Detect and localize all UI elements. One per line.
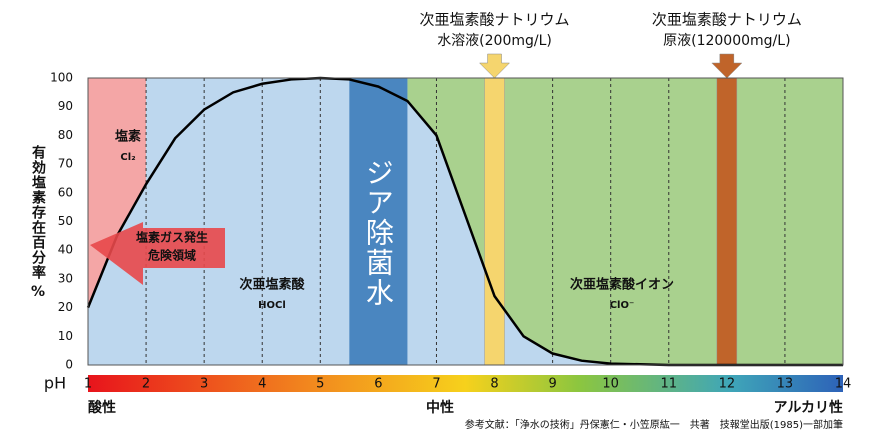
x-tick-label: 12 — [719, 377, 736, 392]
y-tick-label: 90 — [58, 99, 73, 113]
marker-label: 次亜塩素酸ナトリウム — [652, 11, 802, 29]
y-tick-label: 80 — [58, 128, 73, 142]
y-tick-label: 100 — [50, 71, 73, 85]
x-tick-label: 8 — [490, 377, 498, 392]
y-tick-label: 20 — [58, 300, 73, 314]
band-label: ジア除菌水 — [362, 158, 395, 308]
region-sublabel: HOCl — [258, 300, 286, 311]
region-label: 次亜塩素酸イオン — [570, 277, 674, 293]
region-sublabel: Cl₂ — [120, 152, 135, 163]
marker-band — [484, 77, 505, 366]
scale-label: 中性 — [426, 399, 454, 416]
x-tick-label: 6 — [374, 377, 382, 392]
x-tick-label: 7 — [432, 377, 440, 392]
x-tick-label: 3 — [200, 377, 208, 392]
x-tick-label: 2 — [142, 377, 150, 392]
warning-arrow — [90, 222, 225, 285]
y-axis-unit: % — [31, 284, 45, 300]
x-tick-label: 13 — [777, 377, 794, 392]
region-label: 塩素 — [115, 129, 141, 145]
region-label: 次亜塩素酸 — [239, 277, 305, 293]
marker-arrow — [478, 53, 511, 79]
y-tick-label: 0 — [65, 358, 73, 372]
marker-sublabel: 水溶液(200mg/L) — [437, 33, 552, 49]
marker-band — [716, 77, 738, 366]
source: 参考文献：「浄水の技術」丹保憲仁・小笠原紘一 共著 技報堂出版(1985)一部加… — [465, 418, 843, 431]
line — [86, 76, 843, 367]
y-tick-label: 30 — [58, 271, 73, 285]
x-tick-label: 14 — [835, 377, 852, 392]
x-axis-label: pH — [44, 374, 66, 393]
warning-text: 塩素ガス発生 — [136, 230, 208, 245]
scale-label: アルカリ性 — [774, 399, 843, 416]
x-tick-label: 5 — [316, 377, 324, 392]
region-sublabel: ClO⁻ — [610, 300, 635, 311]
scale-label: 酸性 — [88, 399, 116, 416]
y-tick-label: 40 — [58, 243, 73, 257]
marker-arrow — [711, 53, 743, 79]
y-tick-label: 60 — [58, 185, 73, 199]
warning-text: 危険領域 — [147, 248, 196, 263]
y-tick-label: 50 — [58, 214, 73, 228]
area — [88, 78, 843, 365]
x-tick-label: 1 — [84, 377, 92, 392]
x-tick-label: 9 — [548, 377, 556, 392]
y-tick-label: 10 — [58, 329, 73, 343]
marker-label: 次亜塩素酸ナトリウム — [420, 11, 570, 29]
plot-frame — [87, 77, 844, 366]
x-tick-label: 10 — [602, 377, 619, 392]
x-tick-label: 11 — [660, 377, 677, 392]
band — [349, 78, 408, 365]
marker-sublabel: 原液(120000mg/L) — [663, 33, 790, 49]
x-tick-label: 4 — [258, 377, 266, 392]
ph-scale — [88, 375, 843, 392]
y-tick-label: 70 — [58, 157, 73, 171]
y-axis-label: 有効塩素存在百分率 — [30, 144, 46, 280]
